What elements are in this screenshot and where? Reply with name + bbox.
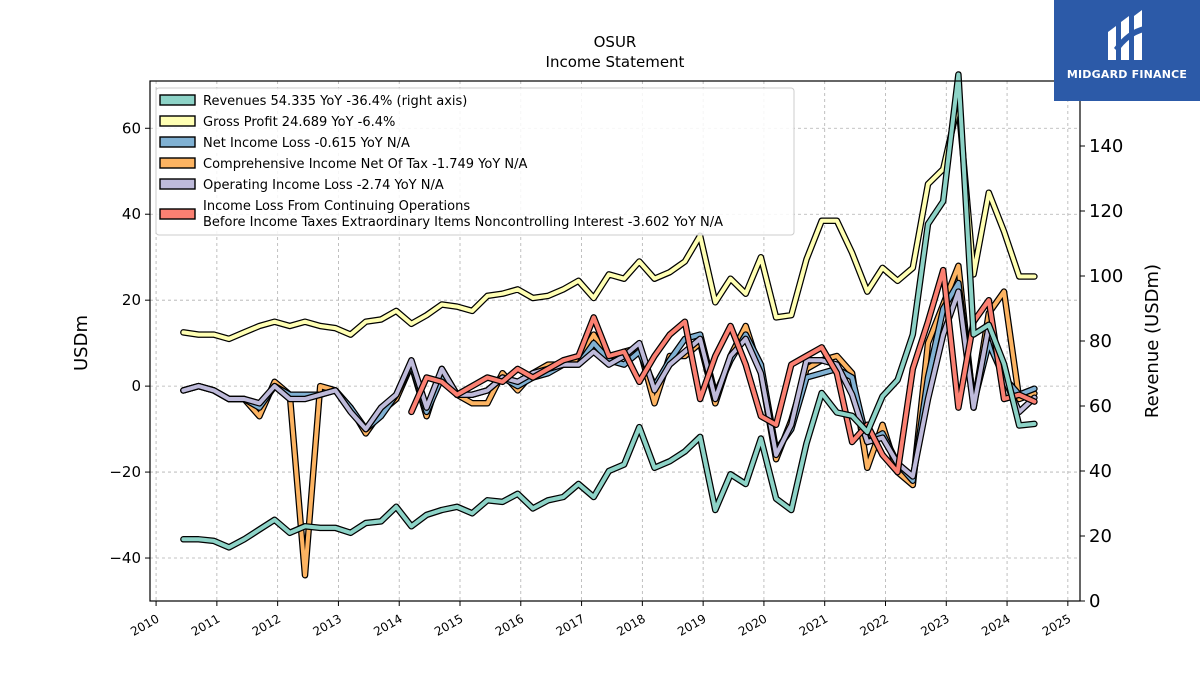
y-tick-label-right: 120 [1089, 201, 1123, 222]
y-tick-label-right: 0 [1089, 591, 1100, 612]
y-tick-label-left: 0 [131, 377, 141, 395]
brand-logo: MIDGARD FINANCE [1054, 0, 1200, 101]
y-tick-label-left: −20 [109, 463, 141, 481]
x-tick-label: 2024 [979, 611, 1012, 638]
legend-label: Operating Income Loss -2.74 YoY N/A [203, 178, 444, 193]
y-tick-label-right: 80 [1089, 331, 1112, 352]
x-tick-label: 2016 [493, 611, 526, 638]
x-tick-label: 2022 [858, 611, 891, 638]
x-tick-label: 2025 [1040, 611, 1073, 638]
legend-swatch [159, 178, 196, 190]
series-line-0 [180, 71, 1038, 551]
legend-label: Revenues 54.335 YoY -36.4% (right axis) [203, 94, 467, 109]
x-tick-label: 2017 [554, 611, 587, 638]
legend-label: Net Income Loss -0.615 YoY N/A [203, 136, 410, 151]
chart-title: OSUR [594, 33, 637, 51]
series-line-1 [180, 99, 1038, 343]
chart-subtitle: Income Statement [546, 53, 685, 71]
x-tick-label: 2012 [250, 611, 283, 638]
series-line-2 [180, 279, 1038, 484]
legend-swatch [159, 115, 196, 127]
y-tick-label-left: 40 [122, 205, 141, 223]
series-path [181, 100, 1037, 341]
y-tick-label-right: 100 [1089, 266, 1123, 287]
legend-label: Comprehensive Income Net Of Tax -1.749 Y… [203, 157, 528, 172]
series-line-5 [408, 266, 1038, 476]
series-layer [180, 71, 1038, 579]
series-line-4 [180, 288, 1038, 480]
y-tick-label-left: 20 [122, 291, 141, 309]
plot-area [149, 71, 1081, 602]
legend: Revenues 54.335 YoY -36.4% (right axis) G… [155, 87, 795, 236]
x-tick-label: 2013 [310, 611, 343, 638]
legend-frame [155, 87, 795, 236]
legend-label: Gross Profit 24.689 YoY -6.4% [203, 115, 395, 130]
legend-swatch [159, 208, 196, 220]
midgard-logo-icon [1108, 10, 1144, 60]
x-tick-label: 2015 [432, 611, 465, 638]
y-tick-label-left: 60 [122, 119, 141, 137]
x-tick-label: 2010 [128, 611, 161, 638]
legend-swatch [159, 157, 196, 169]
x-tick-label: 2011 [189, 611, 222, 638]
y-tick-label-right: 60 [1089, 396, 1112, 417]
legend-label: Before Income Taxes Extraordinary Items … [203, 215, 723, 230]
brand-name: MIDGARD FINANCE [1066, 68, 1188, 81]
y-axis-label-left: USDm [71, 315, 92, 371]
x-tick-label: 2014 [371, 611, 404, 638]
x-tick-label: 2019 [675, 611, 708, 638]
y-axis-label-right: Revenue (USDm) [1142, 264, 1163, 418]
series-path [181, 281, 1037, 483]
series-path [409, 268, 1037, 475]
x-tick-label: 2021 [797, 611, 830, 638]
legend-swatch [159, 94, 196, 106]
series-outline [180, 279, 1038, 484]
y-tick-label-right: 20 [1089, 526, 1112, 547]
series-path [181, 289, 1037, 479]
legend-label: Income Loss From Continuing Operations [203, 199, 470, 214]
legend-swatch [159, 136, 196, 148]
y-tick-label-right: 40 [1089, 461, 1112, 482]
x-tick-label: 2020 [736, 611, 769, 638]
x-tick-label: 2023 [918, 611, 951, 638]
series-path [181, 72, 1037, 550]
y-tick-label-left: −40 [109, 549, 141, 567]
series-outline [180, 288, 1038, 480]
x-tick-label: 2018 [614, 611, 647, 638]
y-tick-label-right: 140 [1089, 136, 1123, 157]
